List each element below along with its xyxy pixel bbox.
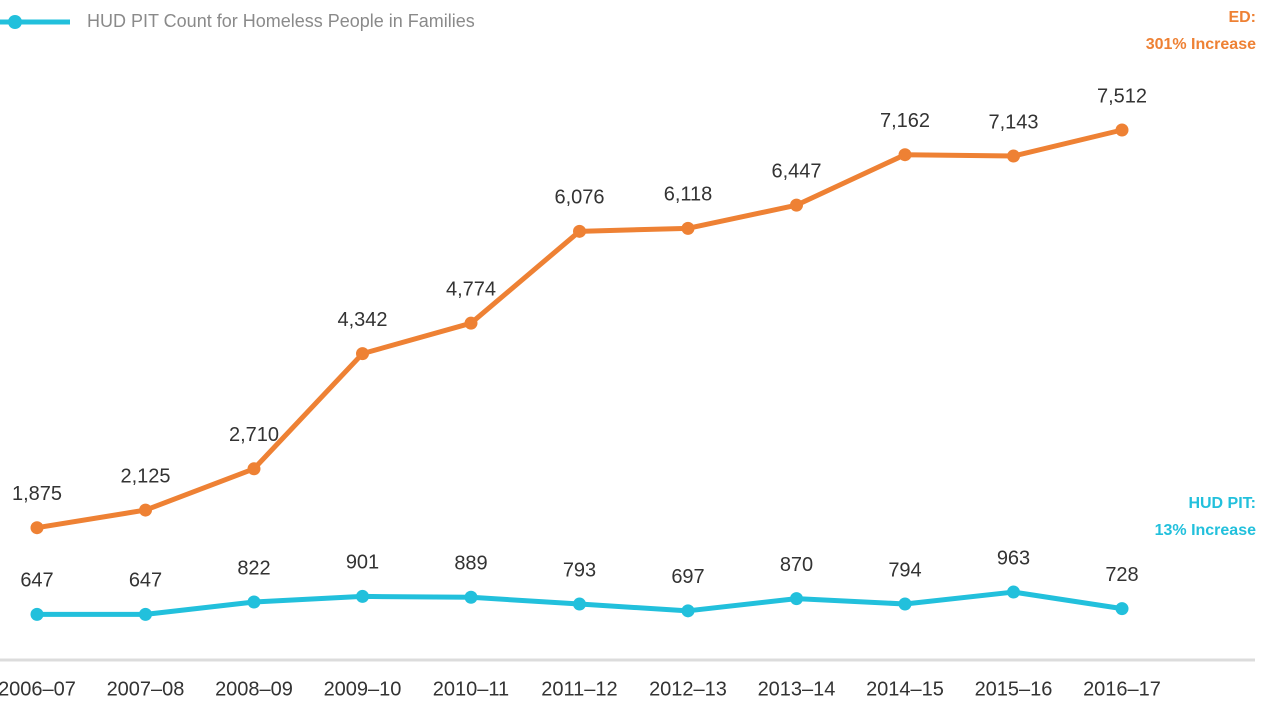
data-point	[1007, 149, 1020, 163]
data-label: 647	[129, 570, 162, 592]
data-label: 4,342	[337, 309, 387, 331]
x-tick-label: 2011–12	[541, 678, 617, 700]
data-label: 7,162	[880, 110, 930, 132]
data-label: 6,447	[771, 160, 821, 182]
x-tick-label: 2007–08	[107, 678, 185, 700]
data-label: 793	[563, 559, 596, 581]
x-tick-label: 2008–09	[215, 678, 293, 700]
data-point	[30, 521, 44, 535]
data-label: 2,125	[120, 465, 170, 487]
data-label: 6,118	[664, 184, 713, 206]
data-point	[247, 462, 261, 476]
data-label: 1,875	[12, 483, 62, 505]
data-label: 889	[454, 553, 487, 575]
data-point	[790, 198, 803, 212]
data-point	[464, 316, 478, 330]
data-label: 2,710	[229, 424, 279, 446]
x-tick-label: 2009–10	[324, 678, 402, 700]
x-tick-label: 2016–17	[1083, 678, 1161, 700]
data-point	[139, 503, 152, 517]
data-point	[573, 224, 586, 238]
data-point	[681, 604, 695, 618]
data-point	[1115, 602, 1129, 616]
data-point	[898, 148, 912, 162]
data-label: 697	[671, 566, 704, 588]
x-tick-label: 2012–13	[649, 678, 727, 700]
legend-label: HUD PIT Count for Homeless People in Fam…	[87, 11, 475, 31]
data-label: 4,774	[446, 278, 496, 300]
data-label: 963	[997, 547, 1030, 569]
data-point	[1007, 585, 1020, 599]
annotation-title: ED:	[1228, 9, 1256, 26]
data-point	[464, 590, 478, 604]
data-point	[898, 597, 912, 611]
data-point	[573, 597, 586, 611]
data-point	[30, 607, 44, 621]
x-tick-label: 2013–14	[758, 678, 836, 700]
data-label: 647	[20, 570, 53, 592]
data-point	[790, 592, 803, 606]
legend-marker	[8, 15, 22, 29]
data-label: 822	[237, 557, 270, 579]
data-label: 7,512	[1097, 85, 1147, 107]
data-point	[681, 221, 695, 235]
data-label: 794	[888, 559, 921, 581]
x-tick-label: 2015–16	[975, 678, 1053, 700]
data-point	[139, 607, 152, 621]
x-tick-label: 2006–07	[0, 678, 76, 700]
data-point	[356, 589, 369, 603]
data-point	[247, 595, 261, 609]
data-point	[1115, 123, 1129, 137]
data-point	[356, 347, 369, 361]
x-tick-label: 2014–15	[866, 678, 944, 700]
annotation-text: 301% Increase	[1146, 36, 1256, 53]
x-tick-label: 2010–11	[433, 678, 509, 700]
data-label: 7,143	[988, 111, 1038, 133]
data-label: 728	[1105, 564, 1138, 586]
data-label: 870	[780, 554, 813, 576]
data-label: 6,076	[554, 187, 604, 209]
data-label: 901	[346, 552, 379, 574]
annotation-title: HUD PIT:	[1188, 495, 1256, 512]
annotation-text: 13% Increase	[1155, 522, 1257, 539]
